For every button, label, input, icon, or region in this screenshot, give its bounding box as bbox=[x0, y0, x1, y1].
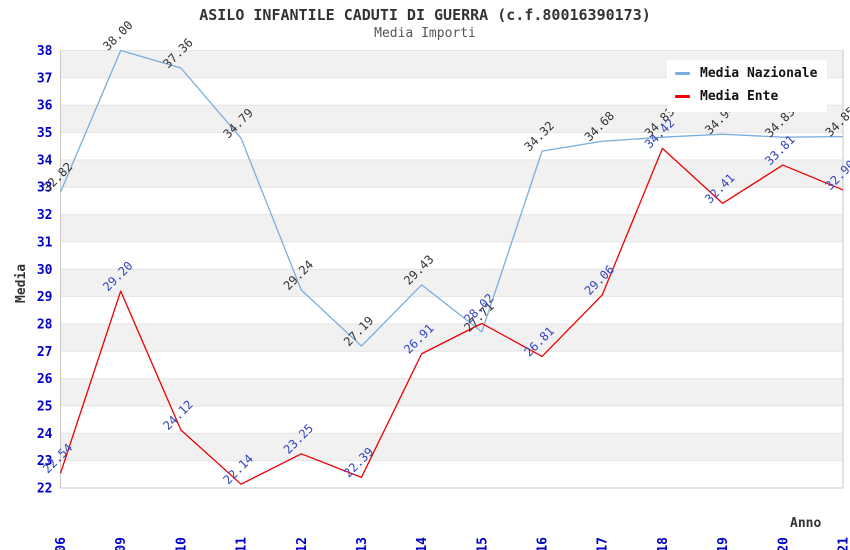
plot-band bbox=[60, 378, 843, 406]
chart-title: ASILO INFANTILE CADUTI DI GUERRA (c.f.80… bbox=[199, 6, 651, 24]
x-tick-label: 2006 bbox=[54, 537, 69, 550]
legend-swatch-nazionale-icon bbox=[675, 72, 690, 75]
legend-label-ente: Media Ente bbox=[700, 89, 779, 104]
y-tick-label: 23 bbox=[37, 454, 53, 469]
plot-band bbox=[60, 323, 843, 352]
x-tick-label: 2015 bbox=[475, 537, 490, 550]
legend-swatch-ente-icon bbox=[675, 95, 690, 98]
plot-band bbox=[60, 159, 843, 188]
y-tick-label: 37 bbox=[37, 71, 53, 86]
legend-label-nazionale: Media Nazionale bbox=[700, 66, 818, 81]
x-tick-label: 2012 bbox=[295, 537, 310, 550]
y-tick-label: 30 bbox=[37, 263, 53, 278]
legend: Media Nazionale Media Ente bbox=[667, 60, 828, 112]
plot-band bbox=[60, 269, 843, 297]
legend-item-media-ente: Media Ente bbox=[675, 89, 817, 104]
plot-band bbox=[60, 214, 843, 242]
x-tick-label: 2010 bbox=[174, 537, 189, 550]
series-line-media-ente bbox=[59, 147, 844, 485]
y-tick-label: 22 bbox=[37, 482, 53, 497]
x-tick-label: 2014 bbox=[415, 537, 430, 550]
y-tick-label: 25 bbox=[37, 399, 53, 414]
y-tick-label: 32 bbox=[37, 208, 53, 223]
plot-band bbox=[60, 433, 843, 461]
y-tick-label: 34 bbox=[37, 153, 53, 168]
x-tick-label: 2013 bbox=[355, 537, 370, 550]
x-tick-label: 2009 bbox=[114, 537, 129, 550]
x-tick-label: 2011 bbox=[235, 537, 250, 550]
y-tick-label: 29 bbox=[37, 290, 53, 305]
y-tick-label: 33 bbox=[37, 181, 53, 196]
y-tick-label: 36 bbox=[37, 99, 53, 114]
x-tick-label: 2018 bbox=[656, 537, 671, 550]
x-tick-label: 2017 bbox=[596, 537, 611, 550]
x-tick-label: 2021 bbox=[837, 537, 850, 550]
x-axis-title: Anno bbox=[790, 516, 822, 531]
data-label: 38.00 bbox=[100, 18, 135, 53]
y-tick-label: 27 bbox=[37, 345, 53, 360]
y-tick-label: 24 bbox=[37, 427, 53, 442]
legend-item-media-nazionale: Media Nazionale bbox=[675, 66, 817, 81]
y-tick-label: 35 bbox=[37, 126, 53, 141]
y-axis-title: Media bbox=[14, 263, 29, 303]
y-tick-label: 26 bbox=[37, 372, 53, 387]
y-tick-label: 28 bbox=[37, 317, 53, 332]
y-tick-label: 38 bbox=[37, 44, 53, 59]
x-tick-label: 2019 bbox=[716, 537, 731, 550]
series-line-media-nazionale bbox=[59, 49, 844, 347]
y-tick-label: 31 bbox=[37, 235, 53, 250]
chart-subtitle: Media Importi bbox=[374, 26, 476, 41]
x-tick-label: 2020 bbox=[776, 537, 791, 550]
x-tick-label: 2016 bbox=[536, 537, 551, 550]
